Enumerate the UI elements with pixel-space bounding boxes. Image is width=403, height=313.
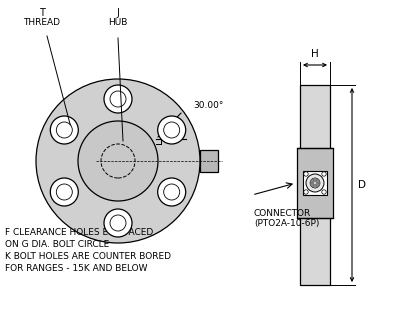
Text: K BOLT HOLES ARE COUNTER BORED: K BOLT HOLES ARE COUNTER BORED	[5, 252, 171, 261]
Circle shape	[50, 116, 78, 144]
Circle shape	[110, 215, 126, 231]
Circle shape	[164, 122, 180, 138]
Circle shape	[313, 184, 317, 188]
Text: T: T	[39, 8, 45, 18]
Circle shape	[104, 85, 132, 113]
Text: FOR RANGES - 15K AND BELOW: FOR RANGES - 15K AND BELOW	[5, 264, 147, 273]
Circle shape	[313, 178, 317, 182]
Text: CONNECTOR: CONNECTOR	[254, 209, 311, 218]
Text: 30.00°: 30.00°	[193, 101, 223, 110]
Circle shape	[50, 178, 78, 206]
Circle shape	[310, 178, 320, 188]
Circle shape	[158, 116, 186, 144]
Circle shape	[110, 91, 126, 107]
Circle shape	[78, 121, 158, 201]
Circle shape	[304, 172, 308, 176]
Circle shape	[164, 184, 180, 200]
Circle shape	[56, 184, 72, 200]
Circle shape	[310, 180, 314, 183]
Text: (PTO2A-10-6P): (PTO2A-10-6P)	[254, 219, 319, 228]
Bar	[303, 171, 327, 195]
Bar	[300, 85, 330, 285]
Circle shape	[101, 144, 135, 178]
Circle shape	[158, 178, 186, 206]
Text: HUB: HUB	[108, 18, 128, 27]
Circle shape	[322, 172, 326, 176]
Bar	[200, 150, 218, 172]
Circle shape	[104, 209, 132, 237]
Circle shape	[316, 183, 320, 187]
Circle shape	[306, 174, 324, 192]
Text: THREAD: THREAD	[23, 18, 60, 27]
Circle shape	[322, 190, 326, 194]
Bar	[297, 148, 333, 218]
Text: ON G DIA. BOLT CIRCLE: ON G DIA. BOLT CIRCLE	[5, 240, 109, 249]
Circle shape	[310, 183, 314, 187]
Text: D: D	[358, 180, 366, 190]
Circle shape	[304, 190, 308, 194]
Circle shape	[316, 180, 320, 183]
Circle shape	[36, 79, 200, 243]
Text: J: J	[116, 8, 119, 18]
Text: H: H	[311, 49, 319, 59]
Circle shape	[56, 122, 72, 138]
Text: F CLEARANCE HOLES EQ SPACED: F CLEARANCE HOLES EQ SPACED	[5, 228, 153, 237]
